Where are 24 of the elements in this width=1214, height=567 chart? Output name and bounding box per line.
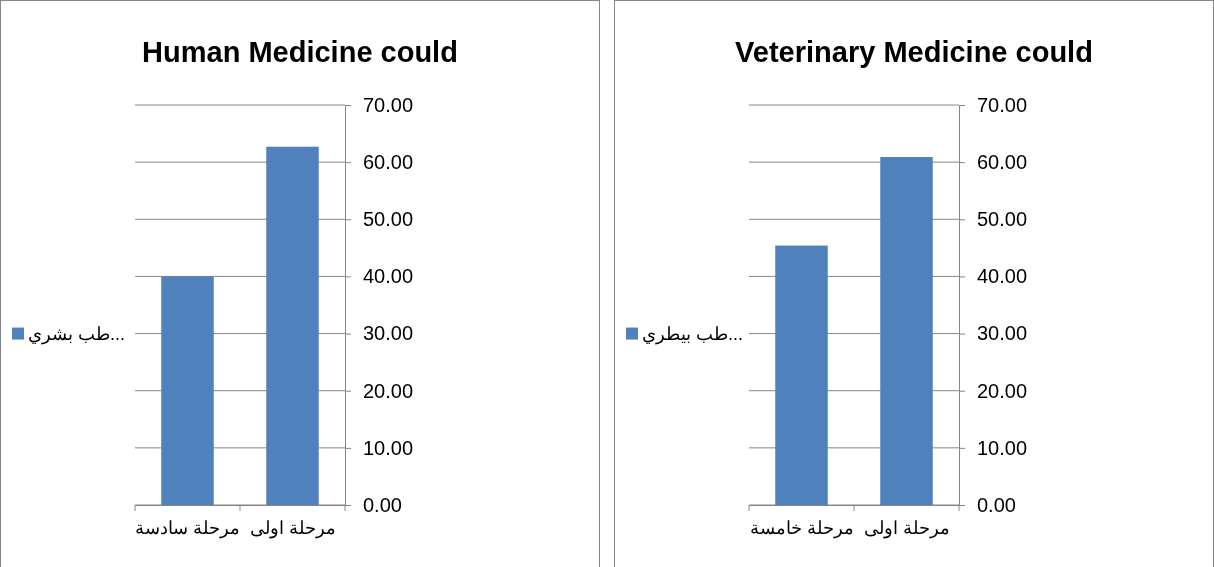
- y-tick-label: 60.00: [363, 151, 414, 174]
- x-tick-label: مرحلة خامسة: [749, 517, 854, 539]
- y-tick-label: 30.00: [363, 322, 414, 345]
- x-tick-label: مرحلة اولى: [249, 517, 336, 539]
- y-tick-label: 60.00: [977, 151, 1028, 174]
- y-tick-label: 0.00: [977, 493, 1016, 516]
- y-tick-label: 40.00: [977, 265, 1028, 288]
- y-tick-label: 70.00: [363, 93, 414, 116]
- y-tick-label: 30.00: [977, 322, 1028, 345]
- y-tick-label: 40.00: [363, 265, 414, 288]
- y-tick-label: 50.00: [977, 208, 1028, 231]
- legend-label: طب بيطري...: [642, 323, 744, 345]
- y-tick-label: 10.00: [977, 436, 1028, 459]
- y-tick-label: 0.00: [363, 493, 402, 516]
- x-tick-label: مرحلة اولى: [863, 517, 950, 539]
- y-tick-label: 10.00: [363, 436, 414, 459]
- chart-title: Veterinary Medicine could: [735, 36, 1093, 68]
- y-tick-label: 70.00: [977, 93, 1028, 116]
- x-tick-label: مرحلة سادسة: [134, 517, 241, 539]
- chart-title: Human Medicine could: [142, 36, 458, 68]
- y-tick-label: 50.00: [363, 208, 414, 231]
- y-tick-label: 20.00: [363, 379, 414, 402]
- legend-label: طب بشري...: [28, 323, 126, 345]
- y-tick-label: 20.00: [977, 379, 1028, 402]
